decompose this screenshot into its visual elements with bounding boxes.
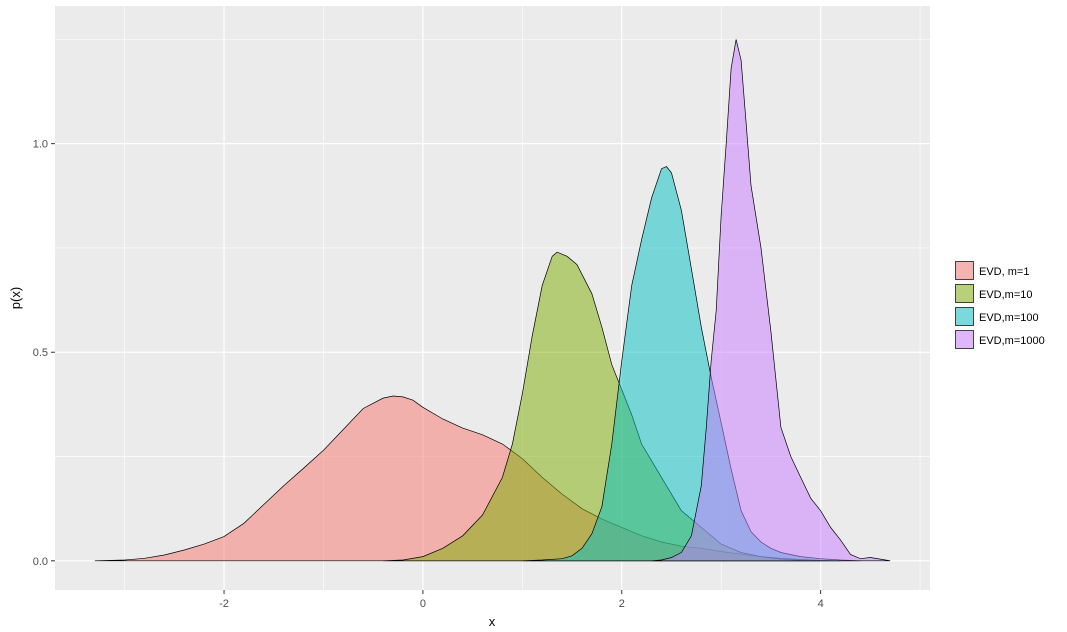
legend-key-series-2 <box>955 284 974 303</box>
y-tick-label: 0.0 <box>33 556 48 568</box>
x-tick-label: 2 <box>619 598 625 610</box>
y-axis: 0.0 0.5 1.0 <box>33 139 55 568</box>
density-area-series-4 <box>651 39 891 562</box>
legend-label-series-1: EVD, m=1 <box>979 266 1029 278</box>
x-axis-title: x <box>489 614 496 629</box>
x-tick-label: 4 <box>818 598 824 610</box>
legend-label-series-2: EVD,m=10 <box>979 289 1033 301</box>
x-tick-label: -2 <box>219 598 229 610</box>
x-tick-label: 0 <box>420 598 426 610</box>
legend-key-series-1 <box>955 261 974 280</box>
density-areas <box>94 39 891 562</box>
y-axis-title: p(x) <box>8 287 23 309</box>
legend-label-series-3: EVD,m=100 <box>979 312 1039 324</box>
legend-label-series-4: EVD,m=1000 <box>979 335 1045 347</box>
legend-key-series-3 <box>955 307 974 326</box>
y-tick-label: 0.5 <box>33 347 48 359</box>
x-axis: -2 0 2 4 <box>219 590 824 610</box>
legend-key-series-4 <box>955 330 974 349</box>
legend: EVD, m=1 EVD,m=10 EVD,m=100 EVD,m=1000 <box>955 261 1045 349</box>
y-tick-label: 1.0 <box>33 139 48 151</box>
